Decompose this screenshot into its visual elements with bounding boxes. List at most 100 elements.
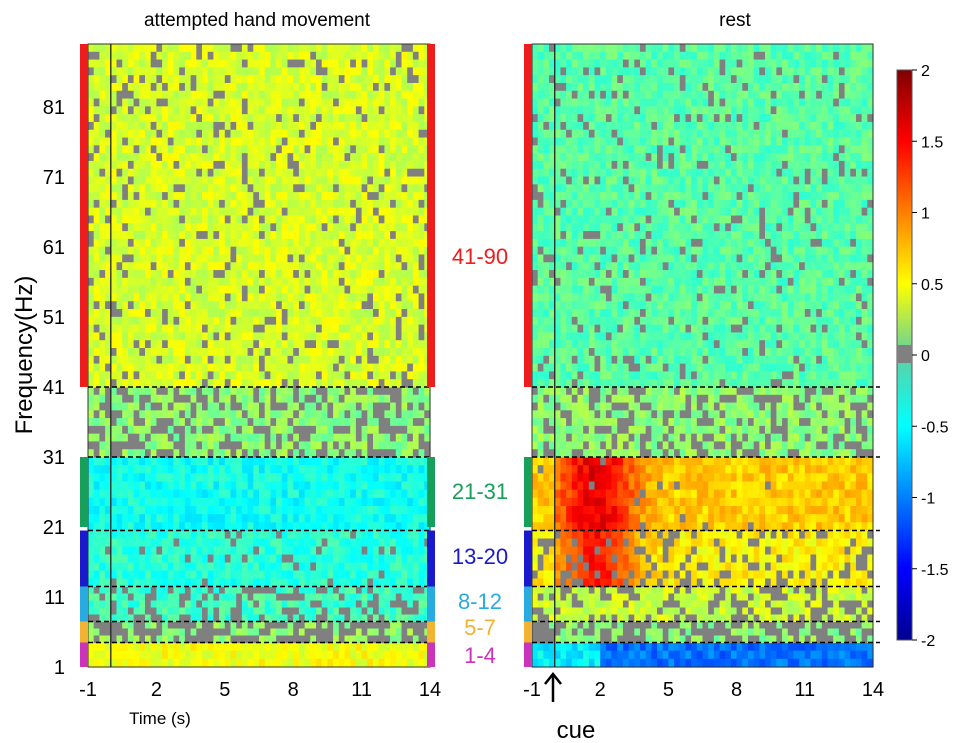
heatmap-cell — [241, 465, 249, 474]
heatmap-cell — [122, 168, 129, 178]
heatmap-cell — [139, 410, 146, 419]
heatmap-cell — [355, 59, 363, 68]
heatmap-cell — [99, 215, 106, 224]
heatmap-cell — [418, 607, 425, 616]
heatmap-cell — [116, 285, 123, 295]
heatmap-cell — [133, 215, 140, 224]
heatmap-cell — [110, 489, 118, 499]
heatmap-cell — [190, 554, 197, 564]
heatmap-cell — [127, 67, 135, 76]
heatmap-cell — [105, 481, 112, 491]
heatmap-cell — [793, 658, 800, 668]
heatmap-cell — [333, 231, 340, 240]
heatmap-cell — [338, 449, 346, 458]
heatmap-cell — [281, 570, 289, 580]
heatmap-cell — [145, 363, 152, 373]
heatmap-cell — [116, 106, 123, 115]
heatmap-cell — [287, 277, 294, 287]
heatmap-cell — [224, 106, 232, 115]
heatmap-cell — [196, 355, 203, 365]
heatmap-cell — [202, 554, 209, 564]
heatmap-cell — [139, 277, 146, 287]
heatmap-cell — [179, 481, 186, 491]
heatmap-cell — [418, 215, 425, 224]
heatmap-cell — [287, 192, 294, 201]
heatmap-cell — [350, 363, 357, 373]
heatmap-cell — [207, 425, 214, 435]
heatmap-cell — [418, 262, 425, 271]
heatmap-cell — [293, 215, 300, 224]
heatmap-cell — [321, 650, 328, 660]
heatmap-cell — [344, 628, 351, 637]
heatmap-cell — [173, 449, 180, 458]
heatmap-cell — [105, 114, 112, 123]
heatmap-cell — [122, 75, 129, 84]
heatmap-cell — [361, 121, 368, 131]
heatmap-cell — [412, 270, 420, 279]
heatmap-cell — [316, 363, 323, 373]
heatmap-cell — [304, 441, 311, 450]
heatmap-cell — [344, 530, 351, 540]
heatmap-cell — [196, 586, 203, 595]
heatmap-cell — [241, 316, 249, 326]
heatmap-cell — [184, 262, 192, 271]
heatmap-cell — [88, 433, 95, 443]
heatmap-cell — [190, 465, 197, 474]
heatmap-cell — [304, 607, 311, 616]
heatmap-cell — [338, 433, 346, 443]
heatmap-cell — [281, 98, 289, 107]
heatmap-cell — [270, 168, 277, 178]
heatmap-cell — [373, 98, 380, 107]
heatmap-cell — [298, 506, 306, 515]
heatmap-cell — [247, 642, 254, 652]
heatmap-cell — [105, 90, 112, 100]
heatmap-cell — [139, 332, 146, 341]
heatmap-cell — [116, 628, 123, 637]
heatmap-cell — [207, 410, 214, 419]
heatmap-cell — [93, 332, 100, 341]
heatmap-cell — [367, 635, 374, 644]
heatmap-cell — [407, 506, 414, 515]
heatmap-cell — [224, 277, 232, 287]
heatmap-cell — [412, 75, 420, 84]
heatmap-cell — [287, 578, 294, 588]
heatmap-cell — [412, 301, 420, 310]
heatmap-cell — [338, 223, 346, 232]
heatmap-cell — [167, 621, 175, 630]
heatmap-cell — [304, 600, 311, 609]
heatmap-cell — [127, 418, 135, 427]
heatmap-cell — [344, 614, 351, 623]
heatmap-cell — [367, 410, 374, 419]
heatmap-cell — [333, 153, 340, 162]
heatmap-cell — [116, 607, 123, 616]
heatmap-cell — [122, 402, 129, 411]
heatmap-cell — [133, 489, 140, 499]
heatmap-cell — [224, 340, 232, 349]
heatmap-cell — [156, 223, 163, 232]
heatmap-cell — [133, 410, 140, 419]
heatmap-cell — [139, 554, 146, 564]
heatmap-cell — [224, 562, 232, 572]
heatmap-cell — [424, 402, 431, 411]
heatmap-cell — [543, 658, 550, 668]
heatmap-cell — [355, 628, 363, 637]
heatmap-cell — [390, 578, 397, 588]
heatmap-cell — [355, 145, 363, 154]
heatmap-cell — [196, 650, 203, 660]
heatmap-cell — [259, 168, 266, 178]
heatmap-cell — [401, 465, 408, 474]
heatmap-cell — [122, 586, 129, 595]
heatmap-cell — [298, 562, 306, 572]
heatmap-cell — [378, 246, 385, 256]
heatmap-cell — [310, 635, 317, 644]
heatmap-cell — [355, 449, 363, 458]
heatmap-cell — [395, 433, 403, 443]
heatmap-cell — [99, 402, 106, 411]
heatmap-cell — [321, 309, 328, 318]
heatmap-cell — [418, 254, 425, 263]
heatmap-cell — [412, 457, 420, 466]
heatmap-cell — [333, 425, 340, 435]
heatmap-cell — [145, 457, 152, 466]
heatmap-cell — [310, 465, 317, 474]
heatmap-cell — [298, 270, 306, 279]
